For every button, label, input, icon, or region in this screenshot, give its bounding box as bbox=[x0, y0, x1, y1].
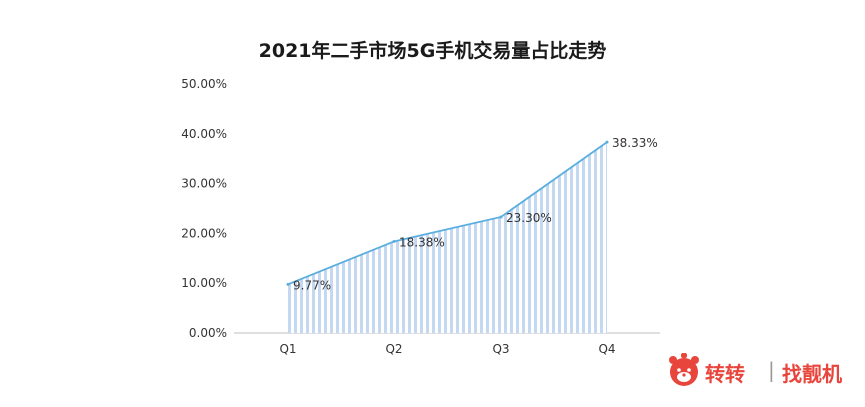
x-tick-label: Q4 bbox=[598, 342, 615, 356]
x-tick-label: Q1 bbox=[279, 342, 296, 356]
x-tick-label: Q2 bbox=[385, 342, 402, 356]
data-point bbox=[392, 239, 396, 243]
chart-title: 2021年二手市场5G手机交易量占比走势 bbox=[258, 40, 607, 62]
data-label: 18.38% bbox=[399, 235, 445, 249]
y-tick-label: 20.00% bbox=[181, 226, 227, 240]
y-tick-label: 0.00% bbox=[189, 326, 227, 340]
data-point bbox=[499, 215, 503, 219]
y-tick-label: 40.00% bbox=[181, 127, 227, 141]
y-tick-label: 50.00% bbox=[181, 77, 227, 91]
brand-name: 转转 bbox=[705, 362, 745, 386]
brand-separator: | bbox=[768, 358, 775, 382]
bear-logo-icon bbox=[669, 353, 699, 386]
data-point bbox=[605, 140, 609, 144]
data-label: 38.33% bbox=[612, 136, 658, 150]
data-label: 23.30% bbox=[506, 211, 552, 225]
y-tick-label: 10.00% bbox=[181, 276, 227, 290]
data-point bbox=[286, 282, 290, 286]
data-label: 9.77% bbox=[293, 278, 331, 292]
area-fill bbox=[288, 142, 607, 333]
series-line bbox=[287, 141, 608, 286]
y-tick-label: 30.00% bbox=[181, 177, 227, 191]
brand-slogan: 找靓机 bbox=[782, 362, 842, 386]
x-tick-label: Q3 bbox=[492, 342, 509, 356]
